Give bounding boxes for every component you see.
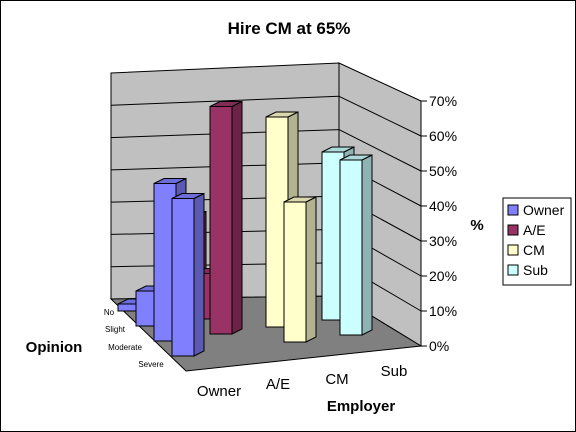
value-tick-label: 0% (429, 338, 449, 354)
legend: Owner A/E CM Sub (502, 197, 572, 286)
employer-axis-label: Employer (327, 398, 396, 415)
value-axis-ticks: 0% 10% 20% 30% 40% 50% 60% 70% (421, 93, 457, 354)
legend-label-2: CM (523, 242, 545, 258)
employer-tick-owner: Owner (197, 383, 241, 400)
bar-cm-severe (283, 196, 317, 343)
bar-owner-severe (171, 192, 205, 357)
legend-swatch-2 (507, 244, 519, 256)
employer-tick-cm: CM (325, 371, 348, 388)
value-axis-label: % (470, 217, 483, 234)
value-tick-label: 40% (429, 198, 457, 214)
chart-title: Hire CM at 65% (228, 19, 351, 38)
value-tick-label: 20% (429, 268, 457, 284)
opinion-tick-moderate: Moderate (108, 343, 142, 352)
legend-label-3: Sub (523, 262, 548, 278)
bar-sub-severe (339, 154, 373, 336)
gridline-back (110, 95, 340, 106)
gridline-side (338, 129, 422, 172)
employer-tick-ae: A/E (266, 376, 290, 393)
value-tick-label: 50% (429, 163, 457, 179)
legend-swatch-1 (507, 224, 519, 236)
legend-label-1: A/E (523, 222, 546, 238)
value-tick-label: 60% (429, 128, 457, 144)
opinion-tick-slight: Slight (105, 325, 126, 334)
employer-tick-sub: Sub (381, 363, 408, 380)
bar-ae-moderate (209, 100, 243, 335)
bars (117, 100, 373, 357)
value-tick-label: 30% (429, 233, 457, 249)
legend-swatch-0 (507, 204, 519, 216)
legend-swatch-3 (507, 264, 519, 276)
gridline-side (338, 95, 422, 137)
value-tick-label: 70% (429, 93, 457, 109)
opinion-tick-severe: Severe (138, 360, 164, 369)
value-tick-label: 10% (429, 303, 457, 319)
legend-label-0: Owner (523, 202, 565, 218)
opinion-axis-label: Opinion (26, 339, 83, 356)
opinion-tick-no: No (104, 308, 115, 317)
